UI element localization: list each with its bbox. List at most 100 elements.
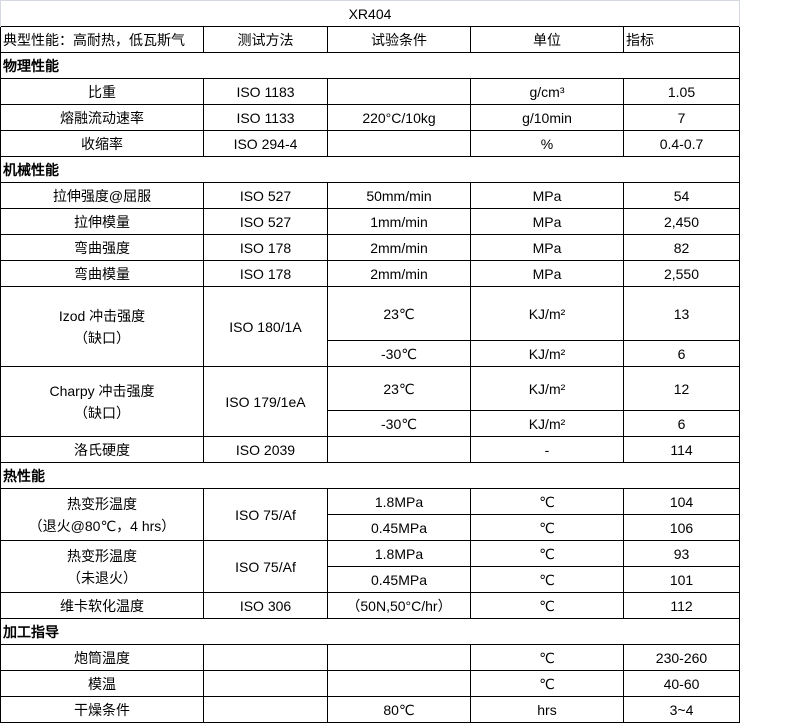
value-cell: 230-260 (623, 644, 740, 671)
condition-cell (327, 670, 471, 697)
property-cell: 熔融流动速率 (0, 104, 204, 131)
table-row: 熔融流动速率 ISO 1133 220°C/10kg g/10min 7 (0, 104, 740, 131)
method-cell: ISO 2039 (203, 436, 328, 463)
property-label: （缺口） (74, 329, 130, 346)
property-label: 洛氏硬度 (74, 441, 130, 458)
method-cell: ISO 527 (203, 182, 328, 209)
property-label: （退火@80℃，4 hrs） (28, 517, 176, 534)
property-label: 干燥条件 (74, 701, 130, 718)
condition-cell (327, 130, 471, 157)
unit-cell: KJ/m² (470, 366, 624, 411)
method-cell (203, 696, 328, 723)
table-row: 拉伸模量 ISO 527 1mm/min MPa 2,450 (0, 208, 740, 235)
condition-cell: 0.45MPa (327, 566, 471, 593)
unit-cell: KJ/m² (470, 286, 624, 341)
condition-cell: 0.45MPa (327, 514, 471, 541)
table-row: 弯曲强度 ISO 178 2mm/min MPa 82 (0, 234, 740, 261)
unit-cell: ℃ (470, 592, 624, 619)
property-label: 拉伸模量 (74, 213, 130, 230)
property-cell: 炮筒温度 (0, 644, 204, 671)
title-row: XR404 (0, 0, 740, 27)
condition-cell: 23℃ (327, 286, 471, 341)
property-label: 熔融流动速率 (60, 109, 144, 126)
table-row: 热变形温度 （退火@80℃，4 hrs） ISO 75/Af 1.8MPa ℃ 104 (0, 488, 740, 541)
property-label: 弯曲强度 (74, 239, 130, 256)
property-label: 炮筒温度 (74, 649, 130, 666)
unit-cell: KJ/m² (470, 410, 624, 437)
condition-cell: 2mm/min (327, 260, 471, 287)
unit-cell: - (470, 436, 624, 463)
value-cell: 93 (623, 540, 740, 567)
section-heading: 机械性能 (0, 156, 740, 183)
table-row: 热变形温度 （未退火） ISO 75/Af 1.8MPa ℃ 93 (0, 540, 740, 593)
property-label: 弯曲模量 (74, 265, 130, 282)
section-heading: 热性能 (0, 462, 740, 489)
condition-cell (327, 78, 471, 105)
table-row: 洛氏硬度 ISO 2039 -114 (0, 436, 740, 463)
value-cell: 54 (623, 182, 740, 209)
property-cell: Charpy 冲击强度 （缺口） (0, 366, 204, 437)
section-heading: 物理性能 (0, 52, 740, 79)
property-cell: 收缩率 (0, 130, 204, 157)
unit-cell: g/cm³ (470, 78, 624, 105)
header-unit: 单位 (470, 26, 624, 53)
unit-cell: ℃ (470, 644, 624, 671)
condition-cell: 23℃ (327, 366, 471, 411)
table-row: Izod 冲击强度 （缺口） ISO 180/1A 23℃ KJ/m² 13 (0, 286, 740, 367)
value-cell: 2,550 (623, 260, 740, 287)
table-row: 0.45MPa ℃ 106 (1, 514, 740, 541)
method-cell: ISO 75/Af (203, 540, 328, 593)
property-cell: 维卡软化温度 (0, 592, 204, 619)
table-row: 拉伸强度@屈服 ISO 527 50mm/min MPa 54 (0, 182, 740, 209)
table-row: 弯曲模量 ISO 178 2mm/min MPa 2,550 (0, 260, 740, 287)
condition-cell (327, 644, 471, 671)
property-label: Charpy 冲击强度 (49, 382, 155, 399)
property-cell: 热变形温度 （未退火） (0, 540, 204, 593)
property-label: （缺口） (74, 404, 130, 421)
method-cell (203, 670, 328, 697)
property-label: 模温 (88, 675, 116, 692)
method-cell: ISO 1133 (203, 104, 328, 131)
table-row: 维卡软化温度 ISO 306 （50N,50°C/hr） ℃ 112 (0, 592, 740, 619)
condition-cell: 50mm/min (327, 182, 471, 209)
section-row: 热性能 (0, 462, 740, 489)
property-label: 比重 (88, 83, 116, 100)
table-row: 炮筒温度 ℃ 230-260 (0, 644, 740, 671)
property-cell: 拉伸模量 (0, 208, 204, 235)
condition-cell: 80℃ (327, 696, 471, 723)
method-cell: ISO 294-4 (203, 130, 328, 157)
method-cell: ISO 1183 (203, 78, 328, 105)
method-cell: ISO 178 (203, 234, 328, 261)
property-cell: 比重 (0, 78, 204, 105)
table-row: -30℃ KJ/m² 6 (1, 340, 740, 367)
value-cell: 101 (623, 566, 740, 593)
unit-cell: MPa (470, 260, 624, 287)
section-heading: 加工指导 (0, 618, 740, 645)
value-cell: 7 (623, 104, 740, 131)
header-row: 典型性能：高耐热，低瓦斯气 测试方法 试验条件 单位 指标 (0, 26, 740, 53)
property-cell: 模温 (0, 670, 204, 697)
value-cell: 104 (623, 488, 740, 515)
condition-cell: （50N,50°C/hr） (327, 592, 471, 619)
property-label: 热变形温度 (67, 547, 137, 564)
value-cell: 82 (623, 234, 740, 261)
table-row: 比重 ISO 1183 g/cm³ 1.05 (0, 78, 740, 105)
table-row: Charpy 冲击强度 （缺口） ISO 179/1eA 23℃ KJ/m² 12 (0, 366, 740, 437)
property-label: 热变形温度 (67, 495, 137, 512)
property-label: 维卡软化温度 (60, 597, 144, 614)
condition-cell: 1.8MPa (327, 540, 471, 567)
value-cell: 13 (623, 286, 740, 341)
table-row: 干燥条件 80℃ hrs 3~4 (0, 696, 740, 723)
unit-cell: % (470, 130, 624, 157)
method-cell: ISO 75/Af (203, 488, 328, 541)
property-label: （未退火） (67, 569, 137, 586)
property-cell: 干燥条件 (0, 696, 204, 723)
value-cell: 112 (623, 592, 740, 619)
method-cell: ISO 180/1A (203, 286, 328, 367)
value-cell: 6 (623, 340, 740, 367)
value-cell: 1.05 (623, 78, 740, 105)
unit-cell: ℃ (470, 540, 624, 567)
section-row: 机械性能 (0, 156, 740, 183)
section-row: 物理性能 (0, 52, 740, 79)
method-cell: ISO 527 (203, 208, 328, 235)
